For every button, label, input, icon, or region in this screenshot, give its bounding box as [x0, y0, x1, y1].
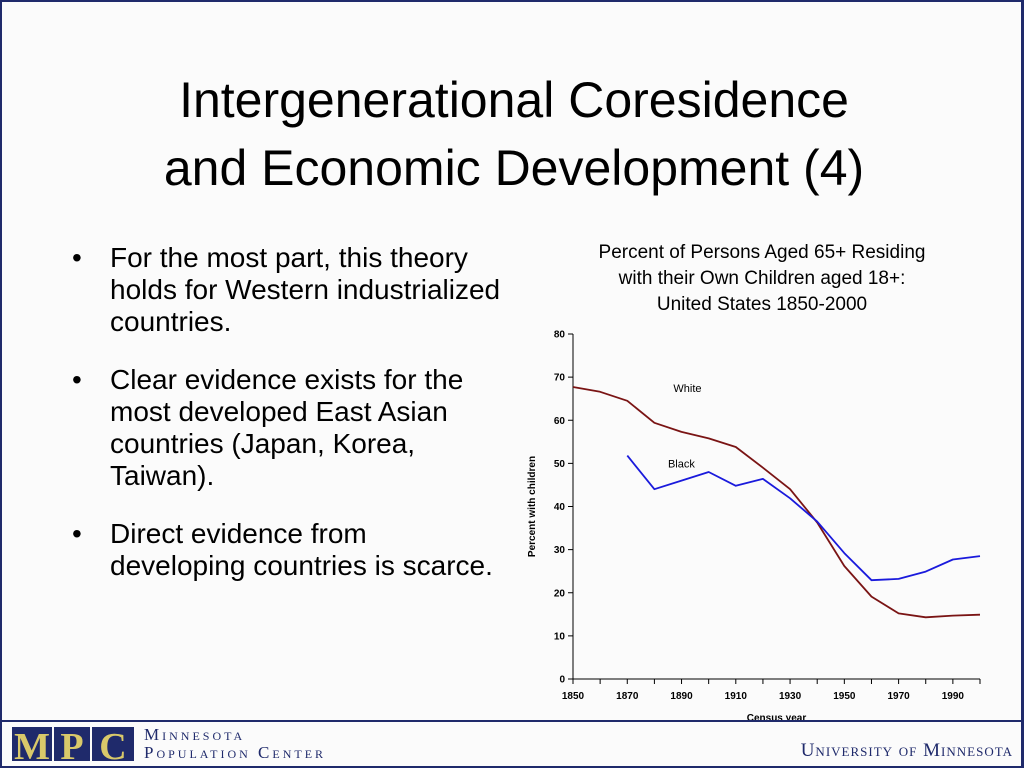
logo-letter-m: M: [12, 727, 52, 766]
y-tick-label: 80: [554, 330, 566, 341]
chart-title-line: Percent of Persons Aged 65+ Residing: [598, 242, 926, 263]
org-name-line-1: Minnesota: [144, 725, 246, 744]
logo-letter-c: C: [92, 727, 134, 766]
x-axis-label: Census year: [747, 713, 807, 722]
y-tick-label: 40: [554, 502, 566, 513]
chart-title: Percent of Persons Aged 65+ Residing wit…: [542, 240, 982, 318]
chart-title-line: with their Own Children aged 18+:: [618, 268, 906, 289]
title-line-2: and Economic Development (4): [163, 140, 865, 196]
y-tick-label: 20: [554, 588, 566, 599]
bullet-text: Clear evidence exists for the most devel…: [110, 364, 464, 491]
y-tick-label: 0: [559, 675, 565, 686]
chart-title-line: United States 1850-2000: [656, 294, 868, 315]
title-line-1: Intergenerational Coresidence: [179, 72, 849, 128]
footer-divider: [2, 720, 1023, 722]
bullet-text: For the most part, this theory holds for…: [110, 242, 501, 337]
x-tick-label: 1890: [670, 691, 693, 702]
bullet-dot: •: [72, 242, 82, 273]
bullet-dot: •: [72, 518, 82, 549]
line-chart: 0 10 20 30 40 50 60 70 80 1850 1870 1890 1910 1930 195…: [527, 330, 981, 722]
y-tick-label: 70: [554, 373, 566, 384]
logo-letter-p: P: [54, 727, 90, 766]
bullet-dot: •: [72, 364, 82, 395]
bullet-item: • For the most part, this theory holds f…: [62, 242, 502, 338]
y-tick-label: 60: [554, 416, 566, 427]
x-tick-label: 1990: [942, 691, 965, 702]
series-line-black: [626, 455, 981, 582]
bullet-item: • Clear evidence exists for the most dev…: [62, 364, 502, 492]
slide-title: Intergenerational Coresidence and Econom…: [42, 66, 986, 202]
series-label-black: Black: [668, 459, 695, 471]
series-line-white: [572, 386, 981, 619]
x-tick-label: 1910: [725, 691, 748, 702]
university-name: University of Minnesota: [800, 740, 1013, 761]
y-tick-label: 50: [554, 459, 566, 470]
y-tick-label: 30: [554, 545, 566, 556]
x-tick-label: 1930: [779, 691, 802, 702]
y-axis-label: Percent with children: [527, 456, 538, 557]
x-tick-label: 1870: [616, 691, 639, 702]
bullet-item: • Direct evidence from developing countr…: [62, 518, 502, 582]
bullet-list: • For the most part, this theory holds f…: [62, 242, 502, 608]
x-tick-label: 1970: [887, 691, 910, 702]
x-tick-label: 1950: [833, 691, 856, 702]
x-tick-label: 1850: [562, 691, 585, 702]
y-tick-label: 10: [554, 631, 566, 642]
org-name: Minnesota Population Center: [144, 726, 326, 762]
series-label-white: White: [673, 383, 701, 395]
org-name-line-2: Population Center: [144, 743, 327, 762]
bullet-text: Direct evidence from developing countrie…: [110, 518, 493, 581]
